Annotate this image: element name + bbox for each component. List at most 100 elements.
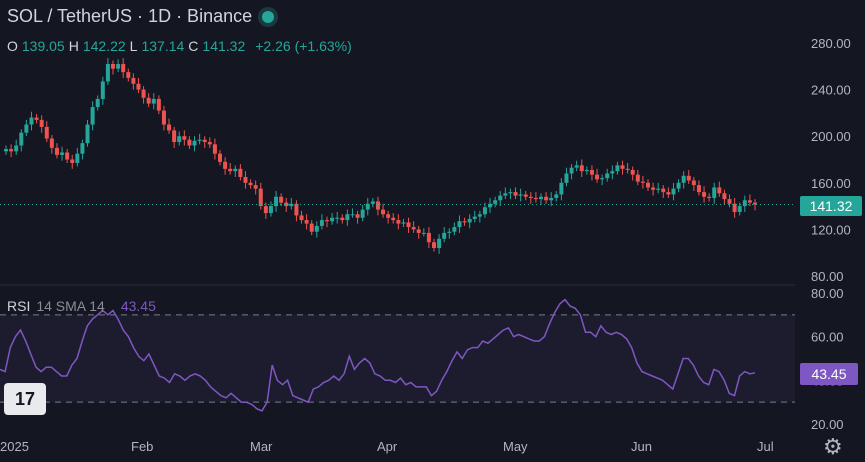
candle-body (646, 182, 650, 188)
candle-body (65, 152, 70, 160)
x-tick-label: Mar (250, 439, 273, 454)
candle-body (187, 139, 192, 146)
high-label: H (68, 38, 79, 54)
candle-body (676, 182, 681, 189)
chart-header: SOL / TetherUS · 1D · Binance (7, 6, 275, 27)
price-tick-label: 240.00 (811, 83, 851, 98)
candle-body (472, 216, 477, 219)
candle-body (182, 136, 187, 140)
candle-body (712, 187, 717, 198)
candle-body (151, 98, 156, 104)
candle-body (651, 187, 656, 190)
candle-body (14, 145, 19, 152)
x-tick-label: May (503, 439, 528, 454)
candle-body (753, 202, 757, 205)
candle-body (253, 185, 258, 189)
rsi-tick-label: 60.00 (811, 330, 844, 345)
candle-body (304, 220, 309, 224)
candle-body (452, 227, 457, 232)
candle-body (549, 197, 554, 201)
candle-body (90, 107, 95, 125)
candle-body (442, 232, 447, 239)
candle-body (121, 63, 126, 73)
candle-body (630, 169, 635, 175)
candle-body (518, 194, 523, 196)
candle-body (488, 203, 493, 208)
candle-body (610, 171, 615, 174)
candle-body (406, 222, 411, 228)
open-label: O (7, 38, 18, 54)
candle-body (569, 167, 574, 174)
candle-body (228, 168, 233, 172)
rsi-legend[interactable]: RSI 14 SMA 14 43.45 (7, 298, 156, 314)
x-tick-label: Feb (131, 439, 153, 454)
candle-body (44, 126, 49, 139)
candle-body (411, 227, 416, 230)
high-value: 142.22 (82, 38, 126, 54)
change-value: +2.26 (+1.63%) (255, 38, 352, 54)
candle-body (335, 217, 340, 219)
candle-body (559, 182, 564, 195)
candle-body (24, 124, 29, 133)
candle-body (299, 215, 304, 221)
candle-body (625, 168, 630, 170)
candle-body (85, 124, 90, 144)
candle-body (319, 220, 324, 226)
candle-body (238, 168, 243, 177)
tradingview-logo-icon[interactable]: 17 (4, 383, 46, 415)
candle-body (493, 200, 498, 204)
x-tick-label: 2025 (0, 439, 29, 454)
open-value: 139.05 (21, 38, 65, 54)
candle-body (325, 220, 329, 222)
candle-body (605, 173, 610, 179)
candle-body (370, 201, 375, 204)
candle-body (141, 89, 146, 98)
x-tick-label: Jul (757, 439, 774, 454)
candle-body (289, 203, 294, 207)
candle-body (161, 110, 166, 125)
candle-body (116, 63, 121, 69)
price-tick-label: 160.00 (811, 176, 851, 191)
candle-body (258, 188, 263, 207)
candle-body (243, 176, 248, 183)
candle-body (722, 193, 727, 200)
candle-body (381, 209, 386, 215)
candle-body (146, 97, 151, 104)
candle-body (100, 81, 105, 99)
candle-body (447, 231, 452, 233)
candle-body (620, 165, 625, 169)
candle-body (421, 232, 426, 234)
x-tick-label: Apr (377, 439, 398, 454)
candle-body (207, 142, 212, 145)
settings-gear-icon[interactable]: ⚙ (823, 434, 843, 459)
candle-body (279, 196, 284, 203)
candle-body (248, 182, 253, 186)
candle-body (197, 139, 202, 141)
rsi-line (0, 298, 756, 412)
candle-body (49, 138, 54, 148)
candle-body (508, 192, 513, 194)
candle-body (375, 201, 380, 210)
candle-body (360, 209, 365, 218)
candle-body (498, 195, 503, 201)
rsi-value-tag: 43.45 (800, 363, 858, 385)
candle-body (172, 130, 177, 143)
candle-body (111, 63, 115, 69)
candle-body (544, 196, 549, 201)
candle-body (167, 124, 172, 131)
price-tick-label: 200.00 (811, 129, 851, 144)
ohlc-legend: O 139.05 H 142.22 L 137.14 C 141.32 +2.2… (7, 38, 352, 54)
candle-body (95, 98, 100, 108)
candle-body (691, 180, 696, 186)
rsi-params: 14 SMA 14 (36, 298, 105, 314)
candle-body (707, 196, 712, 198)
candle-body (274, 196, 279, 207)
candle-body (503, 193, 508, 196)
candle-body (717, 187, 722, 194)
symbol-title[interactable]: SOL / TetherUS · 1D · Binance (7, 6, 253, 26)
current-price-tag: 141.32 (800, 196, 862, 216)
candle-body (233, 168, 238, 172)
low-value: 137.14 (141, 38, 185, 54)
candle-body (386, 214, 391, 218)
